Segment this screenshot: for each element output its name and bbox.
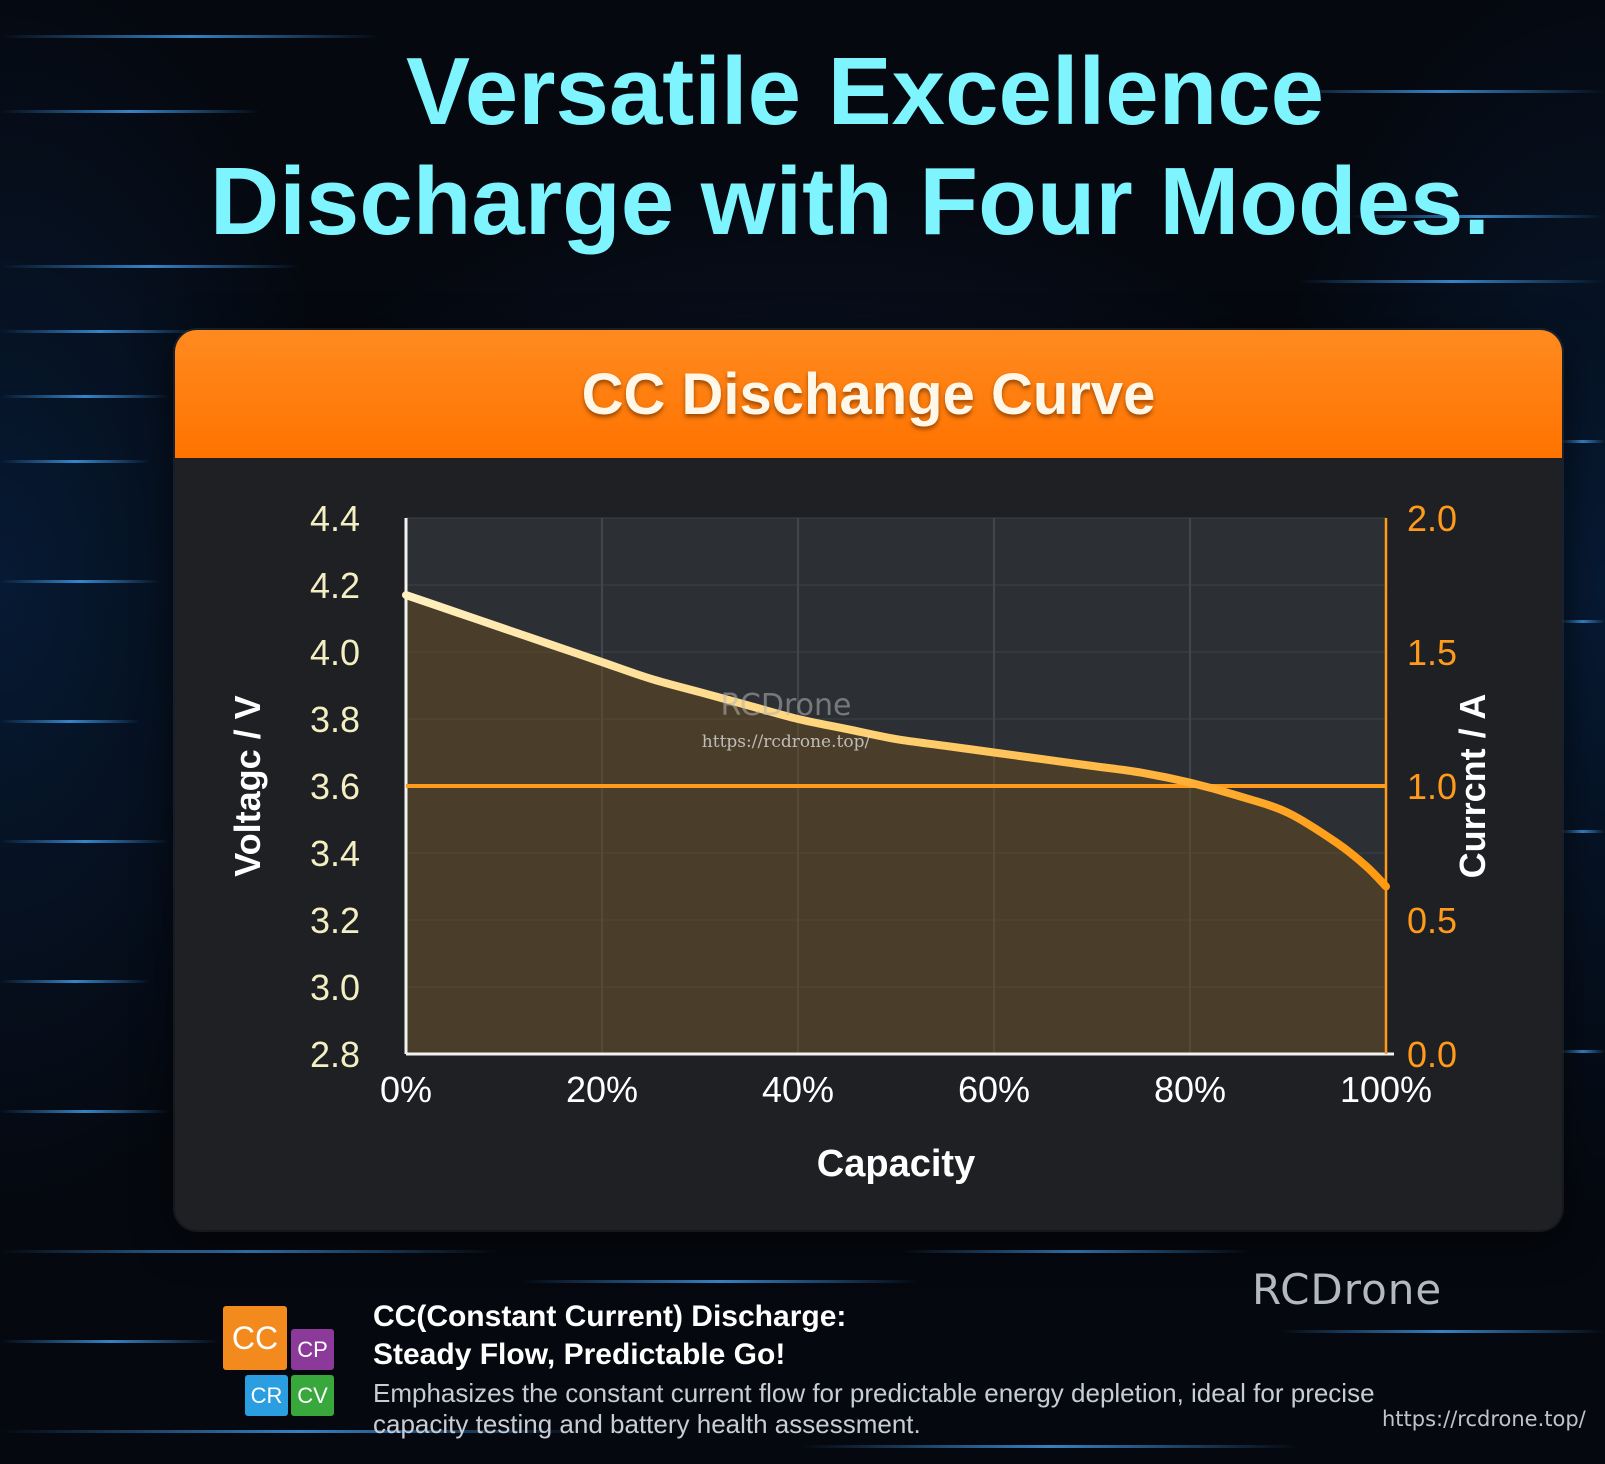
chart-panel: CC Dischange Curve 4.4 4.2 4.0 3.8 3.6 3.4 3.2… (175, 330, 1562, 1230)
caption-heading-1: CC(Constant Current) Discharge: (373, 1300, 847, 1333)
y-tick-label: 4.0 (310, 632, 360, 673)
y2-tick-label: 1.0 (1407, 766, 1457, 807)
x-tick-label: 100% (1340, 1069, 1432, 1110)
y-tick-label: 4.4 (310, 498, 360, 539)
x-axis-label: Capacity (817, 1143, 975, 1185)
headline-line-1: Versatile Excellence (406, 38, 1324, 145)
brand-watermark: RCDrone (1252, 1265, 1443, 1314)
y-axis-label: Voltagc / V (227, 695, 268, 876)
chart-watermark-text: RCDrone (721, 688, 852, 723)
chart-watermark-url: https://rcdrone.top/ (702, 732, 871, 752)
voltage-area (406, 595, 1386, 1054)
y2-axis-label: Currcnt / A (1452, 694, 1493, 879)
x-tick-label: 40% (762, 1069, 834, 1110)
x-tick-label: 0% (380, 1069, 432, 1110)
y-tick-label: 3.6 (310, 766, 360, 807)
mode-badge-cr: CR (245, 1375, 288, 1416)
mode-badge-cv: CV (291, 1375, 334, 1416)
voltage-series-line (402, 591, 1390, 891)
y2-tick-label: 2.0 (1407, 498, 1457, 539)
y-tick-label: 3.0 (310, 967, 360, 1008)
y-tick-label: 3.2 (310, 900, 360, 941)
mode-badge-cc: CC (223, 1306, 287, 1370)
y-tick-label: 4.2 (310, 565, 360, 606)
caption-heading-2: Steady Flow, Predictable Go! (373, 1338, 786, 1371)
x-tick-label: 20% (566, 1069, 638, 1110)
chart-title: CC Dischange Curve (581, 361, 1156, 427)
caption-block: CC(Constant Current) Discharge: Steady F… (373, 1298, 1433, 1440)
y2-tick-label: 0.5 (1407, 900, 1457, 941)
headline-line-2: Discharge with Four Modes. (209, 148, 1491, 255)
mode-badge-cp: CP (291, 1329, 334, 1370)
caption-description: Emphasizes the constant current flow for… (373, 1378, 1375, 1439)
chart-panel-header: CC Dischange Curve (175, 330, 1562, 458)
y-tick-label: 2.8 (310, 1034, 360, 1075)
x-tick-label: 80% (1154, 1069, 1226, 1110)
x-tick-label: 60% (958, 1069, 1030, 1110)
discharge-chart: 4.4 4.2 4.0 3.8 3.6 3.4 3.2 3.0 2.8 2.0 1.5 1.0 0.5 0… (227, 498, 1493, 1185)
y2-tick-label: 0.0 (1407, 1034, 1457, 1075)
y-tick-label: 3.8 (310, 699, 360, 740)
url-watermark: https://rcdrone.top/ (1382, 1407, 1586, 1431)
y2-tick-label: 1.5 (1407, 632, 1457, 673)
y-tick-label: 3.4 (310, 833, 360, 874)
